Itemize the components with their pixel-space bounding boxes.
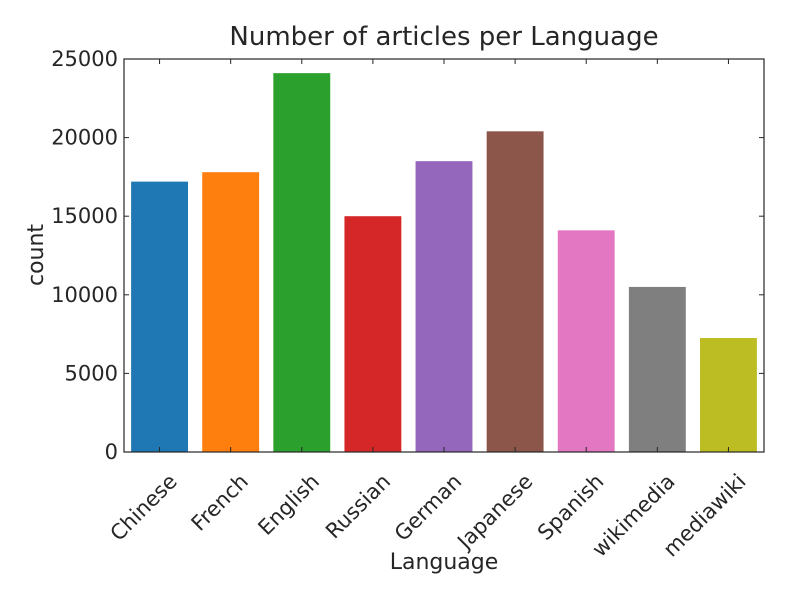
bar-french [202, 172, 260, 452]
bar-spanish [557, 230, 615, 452]
y-tick-label: 5000 [65, 361, 118, 385]
y-tick-label: 25000 [51, 47, 118, 71]
bar-mediawiki [700, 338, 757, 452]
bar-russian [344, 216, 402, 452]
y-tick-label: 20000 [51, 126, 118, 150]
x-tick-label-french: French [187, 469, 253, 535]
chart-title: Number of articles per Language [229, 22, 658, 52]
y-tick-label: 0 [105, 440, 118, 464]
x-tick-label-chinese: Chinese [106, 469, 182, 545]
bar-japanese [486, 131, 544, 452]
bar-chinese [131, 181, 188, 452]
x-axis-label: Language [390, 550, 499, 575]
y-axis: 0 5000 10000 15000 20000 25000 [51, 47, 764, 464]
y-axis-label: count [24, 224, 49, 286]
bars-group [131, 73, 757, 452]
bar-english [273, 73, 331, 452]
x-tick-label-english: English [253, 469, 324, 540]
bar-german [415, 161, 473, 452]
plot-frame [123, 58, 765, 453]
x-tick-label-japanese: Japanese [452, 469, 538, 555]
y-tick-label: 15000 [51, 204, 118, 228]
y-tick-label: 10000 [51, 283, 118, 307]
x-tick-label-russian: Russian [321, 469, 395, 543]
bar-wikimedia [628, 286, 686, 452]
